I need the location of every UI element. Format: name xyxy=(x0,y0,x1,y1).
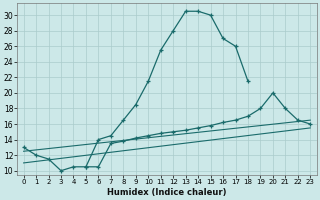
X-axis label: Humidex (Indice chaleur): Humidex (Indice chaleur) xyxy=(107,188,227,197)
